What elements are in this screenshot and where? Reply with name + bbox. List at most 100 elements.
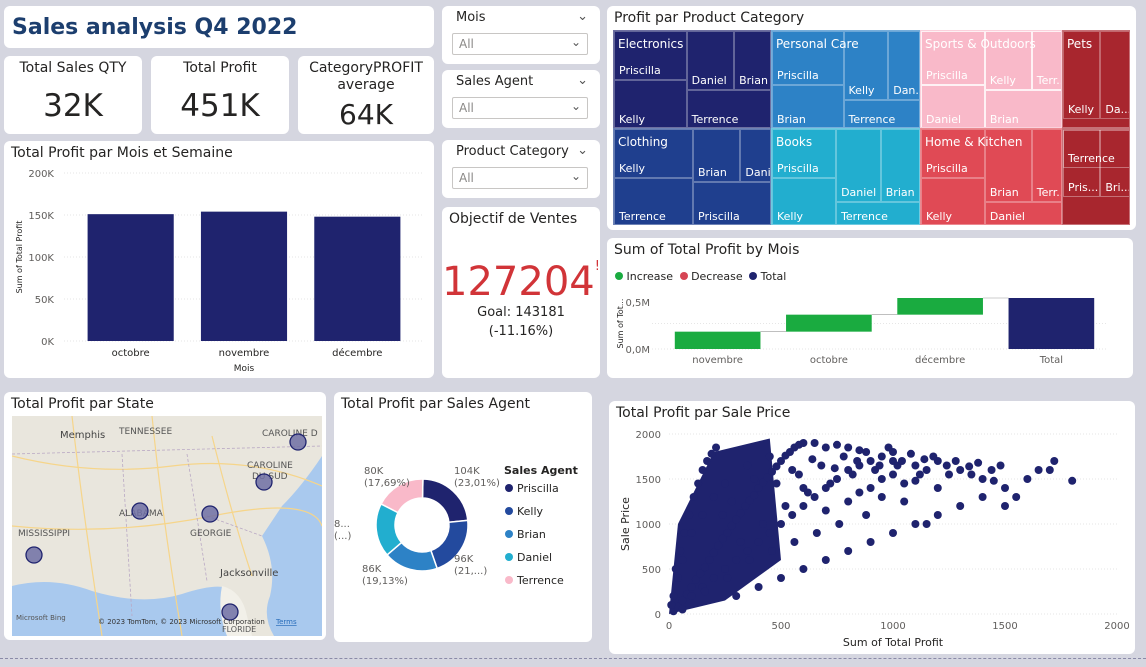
scatter-point[interactable] [839,452,848,461]
treemap-category[interactable]: Priscilla Daniel Kelly Terr... Brian Sports &… [920,30,1062,128]
scatter-point[interactable] [799,439,808,447]
treemap-category[interactable]: Priscilla Brian Kelly Dan... Terrence Persona… [771,30,920,128]
scatter-point[interactable] [978,475,987,483]
scatter-point[interactable] [718,511,727,519]
chevron-down-icon[interactable]: ⌄ [577,143,588,158]
waterfall-bar[interactable] [1008,298,1095,349]
scatter-point[interactable] [687,529,696,537]
scatter-point[interactable] [1012,493,1021,501]
scatter-point[interactable] [754,538,763,546]
treemap-tile[interactable]: Terrence [836,201,919,224]
scatter-point[interactable] [835,520,844,528]
scatter-point[interactable] [741,502,750,510]
scatter-point[interactable] [1050,457,1059,465]
scatter-point[interactable] [763,473,772,482]
treemap-category[interactable]: Priscilla Daniel Brian Kelly Terrence Books [771,128,920,225]
treemap-tile[interactable]: Kelly [984,31,1032,90]
scatter-point[interactable] [745,556,754,564]
scatter-point[interactable] [721,565,729,573]
treemap-card[interactable]: Profit par Product Category Priscilla Kel… [607,6,1136,230]
scatter-point[interactable] [765,452,774,461]
scatter-point[interactable] [810,439,819,447]
scatter-point[interactable] [889,529,897,537]
scatter-point[interactable] [698,466,707,474]
scatter-point[interactable] [732,592,741,600]
scatter-point[interactable] [844,443,853,452]
treemap-tile[interactable]: Brian [984,129,1032,202]
scatter-point[interactable] [1034,466,1043,474]
map-bubble[interactable] [289,433,307,451]
scatter-point[interactable] [877,493,886,501]
scatter-point[interactable] [911,476,920,485]
scatter-point[interactable] [694,479,703,488]
legend-item[interactable]: Daniel [517,551,552,564]
treemap-tile[interactable]: Terr... [1031,129,1061,202]
scatter-point[interactable] [768,547,777,555]
waterfall-bar[interactable] [674,331,761,349]
scatter-point[interactable] [915,470,924,479]
scatter-card[interactable]: Total Profit par Sale Price 0 500 1000 1500… [609,401,1135,654]
map-bubble[interactable] [221,603,239,621]
donut-chart[interactable]: 104K(23,01%) 96K(21,...) 86K(19,13%) 8...(.… [334,392,592,642]
map-bubble[interactable] [25,546,43,564]
waterfall-card[interactable]: Sum of Total Profit by Mois Increase Dec… [607,238,1133,378]
bar[interactable] [87,214,174,341]
scatter-point[interactable] [727,521,736,530]
scatter-point[interactable] [732,556,741,564]
slicer-sales-agent[interactable]: Sales Agent ⌄ All ⌄ [442,70,600,128]
treemap-tile[interactable]: Brian [984,89,1061,127]
treemap-tile[interactable]: Priscilla [921,31,985,85]
bar[interactable] [200,211,288,341]
scatter-point[interactable] [920,455,929,464]
map-bubble[interactable] [201,505,219,523]
scatter-point[interactable] [1023,475,1032,483]
scatter-point[interactable] [768,467,777,476]
scatter-point[interactable] [803,488,812,497]
treemap-tile[interactable]: Kelly [1063,31,1101,120]
scatter-point[interactable] [709,548,718,557]
scatter-point[interactable] [853,457,862,465]
scatter-point[interactable] [933,511,942,519]
slicer-dropdown[interactable]: All ⌄ [452,167,588,189]
scatter-point[interactable] [678,596,687,605]
scatter-point[interactable] [718,534,727,543]
treemap-tile[interactable]: Daniel [984,201,1061,224]
scatter-point[interactable] [833,475,841,483]
slicer-dropdown[interactable]: All ⌄ [452,97,588,119]
scatter-point[interactable] [680,529,689,537]
scatter-point[interactable] [900,497,909,506]
scatter-point[interactable] [862,511,871,519]
scatter-point[interactable] [685,511,694,519]
legend-item[interactable]: Kelly [517,505,544,518]
scatter-point[interactable] [906,449,915,458]
treemap-tile[interactable]: Daniel [740,129,770,183]
waterfall-bar[interactable] [786,314,872,332]
scatter-point[interactable] [712,443,721,452]
scatter-point[interactable] [956,502,965,510]
treemap-tile[interactable]: Terr... [1031,31,1061,90]
scatter-point[interactable] [987,466,996,474]
scatter-point[interactable] [743,461,752,470]
scatter-point[interactable] [709,574,718,582]
scatter-point[interactable] [812,529,821,537]
treemap-tile[interactable]: Terrence [843,99,919,127]
scatter-point[interactable] [866,538,875,546]
scatter-point[interactable] [945,470,953,479]
scatter-point[interactable] [911,461,920,470]
legend-item[interactable]: Brian [517,528,546,541]
map-bubble[interactable] [255,473,273,491]
treemap-tile[interactable]: Priscilla [693,182,770,224]
map-card[interactable]: Total Profit par State Memphis TENNESSEE C… [4,392,326,640]
scatter-point[interactable] [736,538,745,546]
scatter-point[interactable] [750,491,759,500]
scatter-point[interactable] [732,515,741,524]
scatter-point[interactable] [723,529,732,537]
slicer-mois[interactable]: Mois ⌄ All ⌄ [442,6,600,64]
bar-chart-card[interactable]: Total Profit par Mois et Semaine 0K 50K 10… [4,141,434,378]
slicer-product-category[interactable]: Product Category ⌄ All ⌄ [442,140,600,198]
scatter-point[interactable] [671,565,680,573]
scatter-point[interactable] [777,457,785,465]
treemap-tile[interactable]: Priscilla [772,129,837,178]
treemap-tile[interactable]: Kelly [921,177,985,224]
